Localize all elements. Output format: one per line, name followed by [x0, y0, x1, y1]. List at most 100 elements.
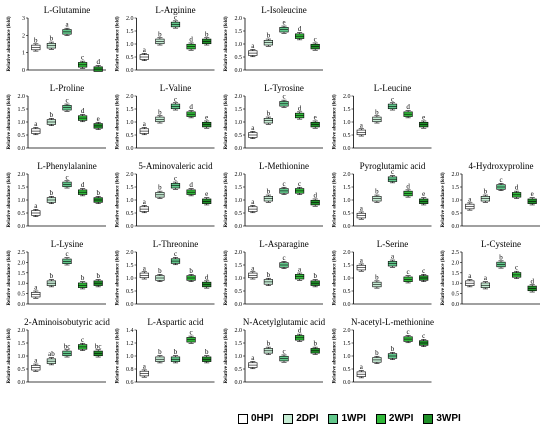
significance-letter: a: [34, 357, 38, 365]
legend: 0HPI 2DPI 1WPI 2WPI 3WPI: [238, 413, 461, 424]
y-axis-label: Relative abundance (fold): [224, 94, 229, 149]
chart-panel: N-Acetylglutamic acid Relative abundance …: [224, 317, 326, 386]
significance-letter: e: [205, 190, 208, 198]
significance-letter: c: [282, 347, 285, 355]
significance-letter: a: [251, 354, 255, 362]
significance-letter: b: [158, 108, 162, 116]
y-tick-label: 0.0: [18, 224, 26, 230]
significance-letter: d: [298, 104, 302, 112]
y-tick-label: 2.0: [18, 328, 26, 334]
y-tick-label: 1.5: [452, 185, 460, 191]
y-tick-label: 1.4: [126, 328, 134, 334]
y-tick-label: 2.0: [126, 94, 134, 100]
y-tick-label: 2.0: [235, 172, 243, 178]
chart-panel: L-Tyrosine Relative abundance (fold) 0.0 0.…: [224, 83, 323, 152]
y-tick-label: 2: [22, 33, 25, 39]
y-tick-label: 0.0: [18, 146, 26, 152]
chart-title: L-Phenylalanine: [37, 161, 96, 171]
y-tick-label: 0.5: [126, 55, 134, 61]
chart-panel: 2-Aminoisobutyric acid Relative abundance…: [7, 317, 110, 386]
y-tick-label: 1.0: [18, 354, 26, 360]
significance-letter: e: [97, 115, 100, 123]
y-axis-label: Relative abundance (fold): [116, 250, 121, 305]
y-axis-label: Relative abundance (fold): [333, 172, 338, 227]
significance-letter: a: [360, 121, 364, 129]
significance-letter: e: [282, 19, 285, 27]
significance-letter: c: [391, 95, 394, 103]
y-tick-label: 0.0: [343, 224, 351, 230]
significance-letter: d: [205, 273, 209, 281]
y-tick-label: 1.5: [343, 263, 351, 269]
significance-letter: c: [174, 175, 177, 183]
significance-letter: d: [189, 181, 193, 189]
y-tick-label: 1.5: [126, 263, 134, 269]
chart-title: L-Tyrosine: [264, 83, 304, 93]
chart-panel: L-Arginine Relative abundance (fold) 0.0 0.…: [116, 5, 215, 74]
significance-letter: e: [422, 190, 425, 198]
significance-letter: d: [189, 103, 193, 111]
y-tick-label: 1.0: [452, 198, 460, 204]
chart-title: L-Glutamine: [44, 5, 91, 15]
chart-panel: 5-Aminovaleric acid Relative abundance (f…: [116, 161, 215, 230]
significance-letter: c: [499, 176, 502, 184]
chart-panel: L-Asparagine Relative abundance (fold) 0.0…: [224, 239, 323, 308]
y-tick-label: 2.0: [343, 250, 351, 256]
y-tick-label: 1.0: [343, 276, 351, 282]
y-tick-label: 2.0: [126, 172, 134, 178]
y-tick-label: 1.0: [343, 354, 351, 360]
y-tick-label: 1.5: [235, 185, 243, 191]
significance-letter: c: [282, 180, 285, 188]
significance-letter: c: [65, 173, 68, 181]
chart-title: L-Arginine: [155, 5, 195, 15]
significance-letter: a: [34, 202, 38, 210]
significance-letter: d: [96, 58, 100, 66]
y-axis-label: Relative abundance (fold): [7, 172, 12, 227]
chart-title: L-Cysteine: [481, 239, 521, 249]
significance-letter: b: [313, 340, 317, 348]
significance-letter: d: [313, 191, 317, 199]
significance-letter: a: [360, 363, 364, 371]
chart-panel: L-Glutamine Relative abundance (fold) 0 1 2 3…: [7, 5, 106, 74]
chart-title: L-Isoleucine: [261, 5, 306, 15]
y-tick-label: 0.5: [235, 211, 243, 217]
significance-letter: c: [81, 54, 84, 62]
significance-letter: bc: [95, 342, 102, 350]
y-tick-label: 1.5: [235, 107, 243, 113]
significance-letter: b: [50, 111, 54, 119]
legend-item: 3WPI: [423, 413, 461, 424]
significance-letter: b: [189, 267, 193, 275]
y-tick-label: 1.0: [18, 120, 26, 126]
y-tick-label: 1.5: [343, 185, 351, 191]
y-tick-label: 0.5: [343, 133, 351, 139]
significance-letter: e: [422, 113, 425, 121]
chart-panel: Pyroglutamic acid Relative abundance (fol…: [333, 161, 432, 230]
chart-panel: L-Aspartic acid Relative abundance (fold)…: [116, 317, 215, 386]
y-tick-label: 1.5: [18, 271, 26, 277]
y-tick-label: 1.0: [452, 281, 460, 287]
significance-letter: d: [406, 103, 410, 111]
legend-label: 1WPI: [341, 413, 366, 424]
y-tick-label: 0.5: [452, 211, 460, 217]
significance-letter: b: [50, 189, 54, 197]
y-axis-label: Relative abundance (fold): [333, 328, 338, 383]
y-tick-label: 0.0: [452, 302, 460, 308]
significance-letter: c: [174, 13, 177, 21]
significance-letter: b: [50, 35, 54, 43]
significance-letter: c: [422, 332, 425, 340]
y-tick-label: 0.0: [126, 68, 134, 74]
chart-panel: L-Valine Relative abundance (fold) 0.0 0.5 1…: [116, 83, 215, 152]
chart-title: L-Threonine: [153, 239, 198, 249]
significance-letter: b: [267, 340, 271, 348]
significance-letter: c: [282, 254, 285, 262]
y-tick-label: 0.0: [235, 146, 243, 152]
y-tick-label: 0.0: [235, 380, 243, 386]
y-axis-label: Relative abundance (fold): [441, 250, 446, 305]
y-tick-label: 0.0: [235, 224, 243, 230]
chart-title: L-Methionine: [259, 161, 309, 171]
significance-letter: b: [375, 349, 379, 357]
y-tick-label: 1.5: [18, 185, 26, 191]
y-tick-label: 2.0: [235, 250, 243, 256]
y-tick-label: 1.0: [235, 120, 243, 126]
y-tick-label: 1.0: [235, 354, 243, 360]
legend-item: 0HPI: [238, 413, 273, 424]
